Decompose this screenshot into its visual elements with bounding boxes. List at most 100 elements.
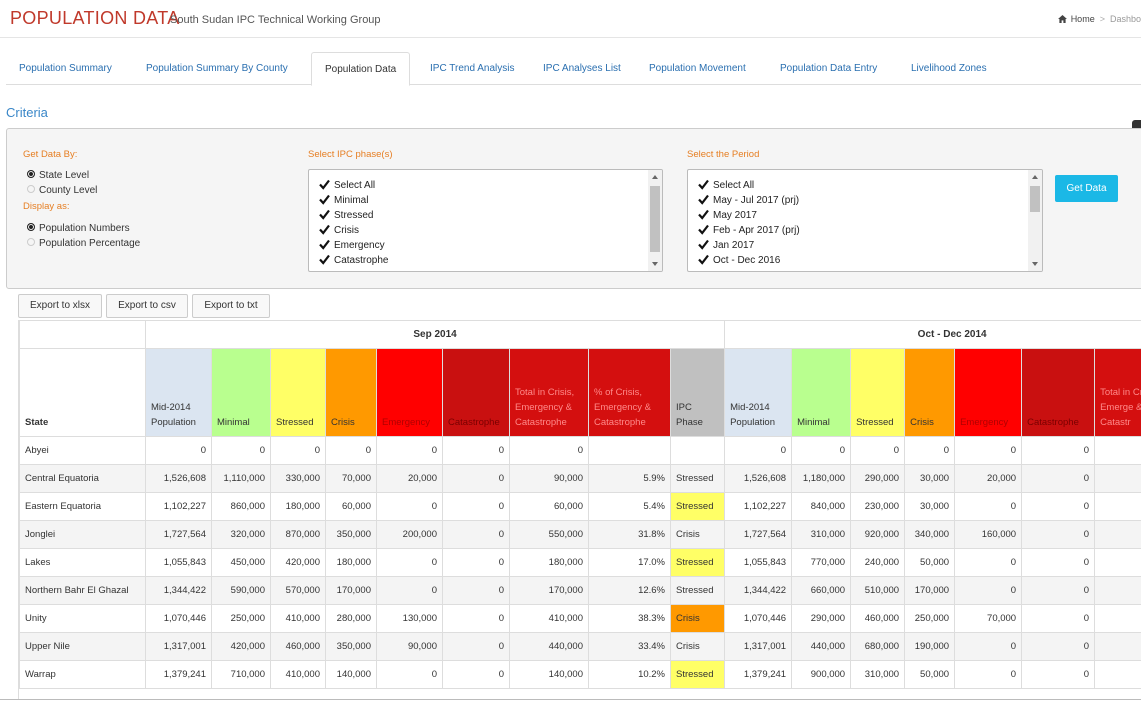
option-label: Catastrophe: [334, 255, 389, 266]
display-as-label: Display as:: [23, 201, 70, 212]
value-cell: 410,000: [270, 660, 326, 689]
column-header-total[interactable]: Total in Crisis, Emergency & Catastrophe: [509, 348, 589, 437]
scroll-thumb[interactable]: [1030, 186, 1040, 212]
ipc-listbox-scrollbar[interactable]: [648, 170, 662, 271]
period-listbox[interactable]: Select All May - Jul 2017 (prj) May 2017…: [687, 169, 1043, 272]
column-header-catastrophe[interactable]: Catastrophe: [442, 348, 510, 437]
column-header-emergency[interactable]: Emergency: [376, 348, 443, 437]
value-cell: 170,000: [325, 576, 377, 605]
state-name-cell: Eastern Equatoria: [19, 492, 146, 521]
checkbox-checked-icon[interactable]: [319, 254, 330, 265]
state-name-cell: Upper Nile: [19, 632, 146, 661]
period-listbox-scrollbar[interactable]: [1028, 170, 1042, 271]
ipc-phase-label: Select IPC phase(s): [308, 149, 393, 160]
value-cell: 310,000: [850, 660, 906, 689]
tab-ipc-trend-analysis[interactable]: IPC Trend Analysis: [430, 63, 515, 74]
radio-population-percentage[interactable]: Population Percentage: [27, 238, 140, 249]
column-header-population[interactable]: Mid-2014 Population: [145, 348, 212, 437]
tab-livelihood-zones[interactable]: Livelihood Zones: [911, 63, 987, 74]
radio-state-level[interactable]: State Level: [27, 170, 89, 181]
ipc-option-select-all[interactable]: Select All: [319, 178, 375, 193]
value-cell: 0: [1021, 632, 1096, 661]
value-cell: 0: [376, 660, 443, 689]
page-title: POPULATION DATA: [10, 8, 180, 28]
ipc-phase-cell: Stressed: [669, 464, 726, 493]
period-option[interactable]: May 2017: [698, 208, 757, 223]
tab-population-data[interactable]: Population Data: [311, 52, 411, 86]
tab-population-summary[interactable]: Population Summary: [19, 63, 112, 74]
ipc-phase-listbox[interactable]: Select All Minimal Stressed Crisis Emerg…: [308, 169, 663, 272]
checkbox-checked-icon[interactable]: [698, 254, 709, 265]
period-option[interactable]: Jan 2017: [698, 238, 754, 253]
radio-unselected-icon[interactable]: [27, 185, 35, 194]
radio-county-level[interactable]: County Level: [27, 185, 97, 196]
value-cell: 31.8%: [588, 520, 671, 549]
ipc-option-crisis[interactable]: Crisis: [319, 223, 359, 238]
column-header-crisis[interactable]: Crisis: [904, 348, 956, 437]
checkbox-checked-icon[interactable]: [319, 179, 330, 190]
period-option-select-all[interactable]: Select All: [698, 178, 754, 193]
criteria-title: Criteria: [6, 105, 48, 120]
value-cell: 410,000: [509, 604, 589, 633]
ipc-phase-cell: Stressed: [669, 548, 726, 577]
option-label: Emergency: [334, 240, 385, 251]
value-cell: 1,526,608: [145, 464, 212, 493]
value-cell: 1,379,241: [145, 660, 212, 689]
value-cell: 330,000: [270, 464, 326, 493]
scroll-thumb[interactable]: [650, 186, 660, 252]
column-header-ipc-phase[interactable]: IPC Phase: [669, 348, 726, 437]
radio-selected-icon[interactable]: [27, 223, 35, 232]
column-header-stressed[interactable]: Stressed: [850, 348, 906, 437]
tab-population-movement[interactable]: Population Movement: [649, 63, 746, 74]
checkbox-checked-icon[interactable]: [319, 194, 330, 205]
column-header-population[interactable]: Mid-2014 Population: [724, 348, 793, 437]
scroll-up-icon[interactable]: [652, 175, 658, 179]
value-cell: 1,070,446: [724, 604, 793, 633]
value-cell: 240,000: [850, 548, 906, 577]
column-header-emergency[interactable]: Emergency: [954, 348, 1023, 437]
population-table-container[interactable]: Sep 2014 Oct - Dec 2014 State Mid-2014 P…: [18, 320, 1141, 702]
radio-unselected-icon[interactable]: [27, 238, 35, 247]
column-header-minimal[interactable]: Minimal: [791, 348, 852, 437]
column-header-percent[interactable]: % of Crisis, Emergency & Catastrophe: [588, 348, 671, 437]
scroll-down-icon[interactable]: [1032, 262, 1038, 266]
page-subtitle: South Sudan IPC Technical Working Group: [170, 14, 381, 26]
tab-population-summary-by-county[interactable]: Population Summary By County: [146, 63, 288, 74]
checkbox-checked-icon[interactable]: [319, 224, 330, 235]
ipc-phase-cell: Stressed: [669, 576, 726, 605]
export-txt-button[interactable]: Export to txt: [192, 294, 270, 318]
checkbox-checked-icon[interactable]: [319, 209, 330, 220]
export-csv-button[interactable]: Export to csv: [106, 294, 188, 318]
checkbox-checked-icon[interactable]: [698, 209, 709, 220]
column-header-total[interactable]: Total in Crisis, Emerge & Catastr: [1094, 348, 1141, 437]
period-option[interactable]: Oct - Dec 2016: [698, 253, 780, 268]
column-header-state[interactable]: State: [19, 348, 146, 437]
ipc-option-stressed[interactable]: Stressed: [319, 208, 373, 223]
column-header-crisis[interactable]: Crisis: [325, 348, 377, 437]
ipc-option-minimal[interactable]: Minimal: [319, 193, 368, 208]
column-header-stressed[interactable]: Stressed: [270, 348, 326, 437]
checkbox-checked-icon[interactable]: [698, 179, 709, 190]
export-xlsx-button[interactable]: Export to xlsx: [18, 294, 102, 318]
checkbox-checked-icon[interactable]: [319, 239, 330, 250]
ipc-option-catastrophe[interactable]: Catastrophe: [319, 253, 388, 268]
period-option[interactable]: Feb - Apr 2017 (prj): [698, 223, 800, 238]
checkbox-checked-icon[interactable]: [698, 194, 709, 205]
radio-selected-icon[interactable]: [27, 170, 35, 179]
value-cell: 570,000: [270, 576, 326, 605]
value-cell: 1,102,227: [724, 492, 793, 521]
value-cell: 50,000: [904, 660, 956, 689]
radio-population-numbers[interactable]: Population Numbers: [27, 223, 130, 234]
period-option[interactable]: May - Jul 2017 (prj): [698, 193, 799, 208]
checkbox-checked-icon[interactable]: [698, 239, 709, 250]
scroll-down-icon[interactable]: [652, 262, 658, 266]
column-header-minimal[interactable]: Minimal: [211, 348, 271, 437]
get-data-button[interactable]: Get Data: [1055, 175, 1118, 202]
checkbox-checked-icon[interactable]: [698, 224, 709, 235]
tab-population-data-entry[interactable]: Population Data Entry: [780, 63, 878, 74]
ipc-option-emergency[interactable]: Emergency: [319, 238, 385, 253]
scroll-up-icon[interactable]: [1032, 175, 1038, 179]
tab-ipc-analyses-list[interactable]: IPC Analyses List: [543, 63, 621, 74]
breadcrumb-home-link[interactable]: Home: [1070, 14, 1095, 24]
column-header-catastrophe[interactable]: Catastrophe: [1021, 348, 1096, 437]
